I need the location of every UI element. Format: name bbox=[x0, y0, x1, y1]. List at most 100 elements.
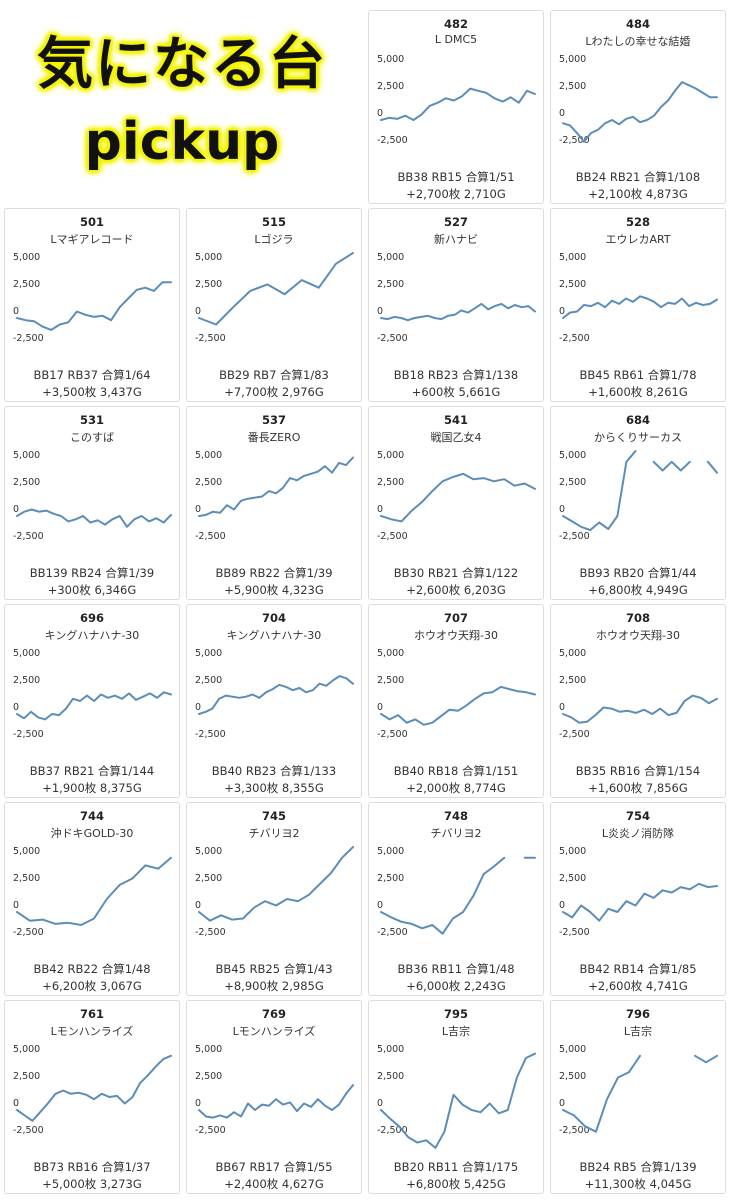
y-tick-label: -2,500 bbox=[13, 333, 44, 344]
y-tick-label: -2,500 bbox=[559, 1125, 590, 1136]
cumulative-chart: 5,000 2,500 0 -2,500 bbox=[377, 846, 536, 938]
machine-number: 761 bbox=[79, 1007, 104, 1021]
machine-number: 707 bbox=[443, 611, 468, 625]
machine-number: 537 bbox=[261, 413, 286, 427]
y-tick-label: -2,500 bbox=[377, 1125, 408, 1136]
machine-name: 番長ZERO bbox=[247, 431, 301, 444]
y-tick-label: 0 bbox=[377, 504, 383, 515]
bonus-stats: BB36 RB11 合算1/48 bbox=[397, 962, 515, 976]
machine-name: Lモンハンライズ bbox=[50, 1025, 134, 1038]
bonus-stats: BB30 RB21 合算1/122 bbox=[393, 566, 519, 580]
y-tick-label: 5,000 bbox=[13, 1044, 40, 1055]
y-tick-label: 0 bbox=[377, 306, 383, 317]
cumulative-chart: 5,000 2,500 0 -2,500 bbox=[13, 1044, 172, 1136]
y-tick-label: 2,500 bbox=[559, 1071, 586, 1082]
bonus-stats: BB73 RB16 合算1/37 bbox=[33, 1160, 151, 1174]
bonus-stats: BB18 RB23 合算1/138 bbox=[393, 368, 519, 382]
machine-card: 5,000 2,500 0 -2,500 501 Lマギアレコード BB17 RB37 合算… bbox=[4, 208, 180, 402]
y-tick-label: 0 bbox=[559, 306, 565, 317]
cumulative-chart: 5,000 2,500 0 -2,500 bbox=[195, 846, 354, 938]
y-tick-label: 5,000 bbox=[377, 648, 404, 659]
series-line bbox=[562, 1054, 718, 1133]
bonus-stats: BB38 RB15 合算1/51 bbox=[397, 170, 515, 184]
bonus-stats: BB24 RB21 合算1/108 bbox=[575, 170, 701, 184]
machine-number: 708 bbox=[625, 611, 650, 625]
y-tick-label: 0 bbox=[195, 504, 201, 515]
result-summary: +5,900枚 4,323G bbox=[224, 583, 324, 597]
y-tick-label: 2,500 bbox=[559, 873, 586, 884]
machine-name: キングハナハナ-30 bbox=[44, 629, 140, 642]
series-line bbox=[380, 472, 536, 523]
machine-name: ホウオウ天翔-30 bbox=[596, 629, 680, 642]
cumulative-chart: 5,000 2,500 0 -2,500 bbox=[559, 54, 718, 146]
y-tick-label: 0 bbox=[559, 702, 565, 713]
machine-card: 5,000 2,500 0 -2,500 527 新ハナビ BB18 RB23 合算1/13… bbox=[368, 208, 544, 402]
y-tick-label: -2,500 bbox=[377, 927, 408, 938]
result-summary: +2,600枚 4,741G bbox=[588, 979, 688, 993]
y-tick-label: -2,500 bbox=[13, 729, 44, 740]
y-tick-label: 0 bbox=[559, 1098, 565, 1109]
y-tick-label: 5,000 bbox=[377, 846, 404, 857]
machine-name: チバリヨ2 bbox=[430, 827, 482, 840]
result-summary: +3,300枚 8,355G bbox=[224, 781, 324, 795]
series-line bbox=[198, 675, 354, 715]
series-line bbox=[380, 685, 536, 726]
machine-number: 769 bbox=[261, 1007, 286, 1021]
machine-number: 754 bbox=[625, 809, 650, 823]
machine-card: 5,000 2,500 0 -2,500 696 キングハナハナ-30 BB37 RB21 … bbox=[4, 604, 180, 798]
result-summary: +11,300枚 4,045G bbox=[584, 1177, 692, 1191]
machine-card: 5,000 2,500 0 -2,500 482 L DMC5 BB38 RB15 合算1/… bbox=[368, 10, 544, 204]
y-tick-label: -2,500 bbox=[559, 729, 590, 740]
machine-name: L吉宗 bbox=[441, 1025, 471, 1038]
y-tick-label: 2,500 bbox=[377, 1071, 404, 1082]
machine-card: 5,000 2,500 0 -2,500 748 チバリヨ2 BB36 RB11 合算1/4… bbox=[368, 802, 544, 996]
result-summary: +2,400枚 4,627G bbox=[224, 1177, 324, 1191]
y-tick-label: 0 bbox=[13, 900, 19, 911]
y-tick-label: 0 bbox=[195, 702, 201, 713]
cumulative-chart: 5,000 2,500 0 -2,500 bbox=[377, 252, 536, 344]
bonus-stats: BB29 RB7 合算1/83 bbox=[219, 368, 329, 382]
machine-card: 5,000 2,500 0 -2,500 754 L炎炎ノ消防隊 BB42 RB14 合算1… bbox=[550, 802, 726, 996]
machine-number: 795 bbox=[443, 1007, 468, 1021]
cumulative-chart: 5,000 2,500 0 -2,500 bbox=[377, 1044, 536, 1149]
machine-card: 5,000 2,500 0 -2,500 541 戦国乙女4 BB30 RB21 合算1/1… bbox=[368, 406, 544, 600]
cumulative-chart: 5,000 2,500 0 -2,500 bbox=[195, 450, 354, 542]
machine-card: 5,000 2,500 0 -2,500 515 Lゴジラ BB29 RB7 合算1/83 +… bbox=[186, 208, 362, 402]
bonus-stats: BB42 RB14 合算1/85 bbox=[579, 962, 697, 976]
series-line bbox=[380, 856, 536, 935]
y-tick-label: 2,500 bbox=[13, 279, 40, 290]
y-tick-label: 2,500 bbox=[377, 81, 404, 92]
y-tick-label: 2,500 bbox=[559, 81, 586, 92]
y-tick-label: 2,500 bbox=[195, 477, 222, 488]
y-tick-label: 0 bbox=[13, 1098, 19, 1109]
y-tick-label: 5,000 bbox=[559, 846, 586, 857]
result-summary: +2,600枚 6,203G bbox=[406, 583, 506, 597]
machine-number: 482 bbox=[443, 17, 468, 31]
y-tick-label: 5,000 bbox=[377, 1044, 404, 1055]
machine-number: 684 bbox=[625, 413, 650, 427]
cumulative-chart: 5,000 2,500 0 -2,500 bbox=[195, 648, 354, 740]
y-tick-label: -2,500 bbox=[195, 531, 226, 542]
y-tick-label: -2,500 bbox=[377, 531, 408, 542]
cumulative-chart: 5,000 2,500 0 -2,500 bbox=[559, 252, 718, 344]
y-tick-label: 5,000 bbox=[195, 1044, 222, 1055]
series-line bbox=[380, 1052, 536, 1149]
y-tick-label: -2,500 bbox=[195, 333, 226, 344]
y-tick-label: 2,500 bbox=[13, 477, 40, 488]
machine-name: L吉宗 bbox=[623, 1025, 653, 1038]
series-line bbox=[16, 281, 172, 331]
y-tick-label: 0 bbox=[13, 702, 19, 713]
y-tick-label: -2,500 bbox=[377, 135, 408, 146]
y-tick-label: -2,500 bbox=[559, 531, 590, 542]
y-tick-label: 0 bbox=[195, 900, 201, 911]
y-tick-label: 2,500 bbox=[377, 675, 404, 686]
y-tick-label: 5,000 bbox=[377, 252, 404, 263]
machine-card: 5,000 2,500 0 -2,500 795 L吉宗 BB20 RB11 合算1/175… bbox=[368, 1000, 544, 1194]
machine-card: 5,000 2,500 0 -2,500 531 このすば BB139 RB24 合算1/3… bbox=[4, 406, 180, 600]
y-tick-label: 0 bbox=[195, 306, 201, 317]
machine-card: 5,000 2,500 0 -2,500 484 Lわたしの幸せな結婚 BB24 RB21 … bbox=[550, 10, 726, 204]
y-tick-label: 2,500 bbox=[195, 873, 222, 884]
y-tick-label: -2,500 bbox=[559, 333, 590, 344]
machine-card: 5,000 2,500 0 -2,500 537 番長ZERO BB89 RB22 合算1/… bbox=[186, 406, 362, 600]
y-tick-label: 5,000 bbox=[559, 450, 586, 461]
